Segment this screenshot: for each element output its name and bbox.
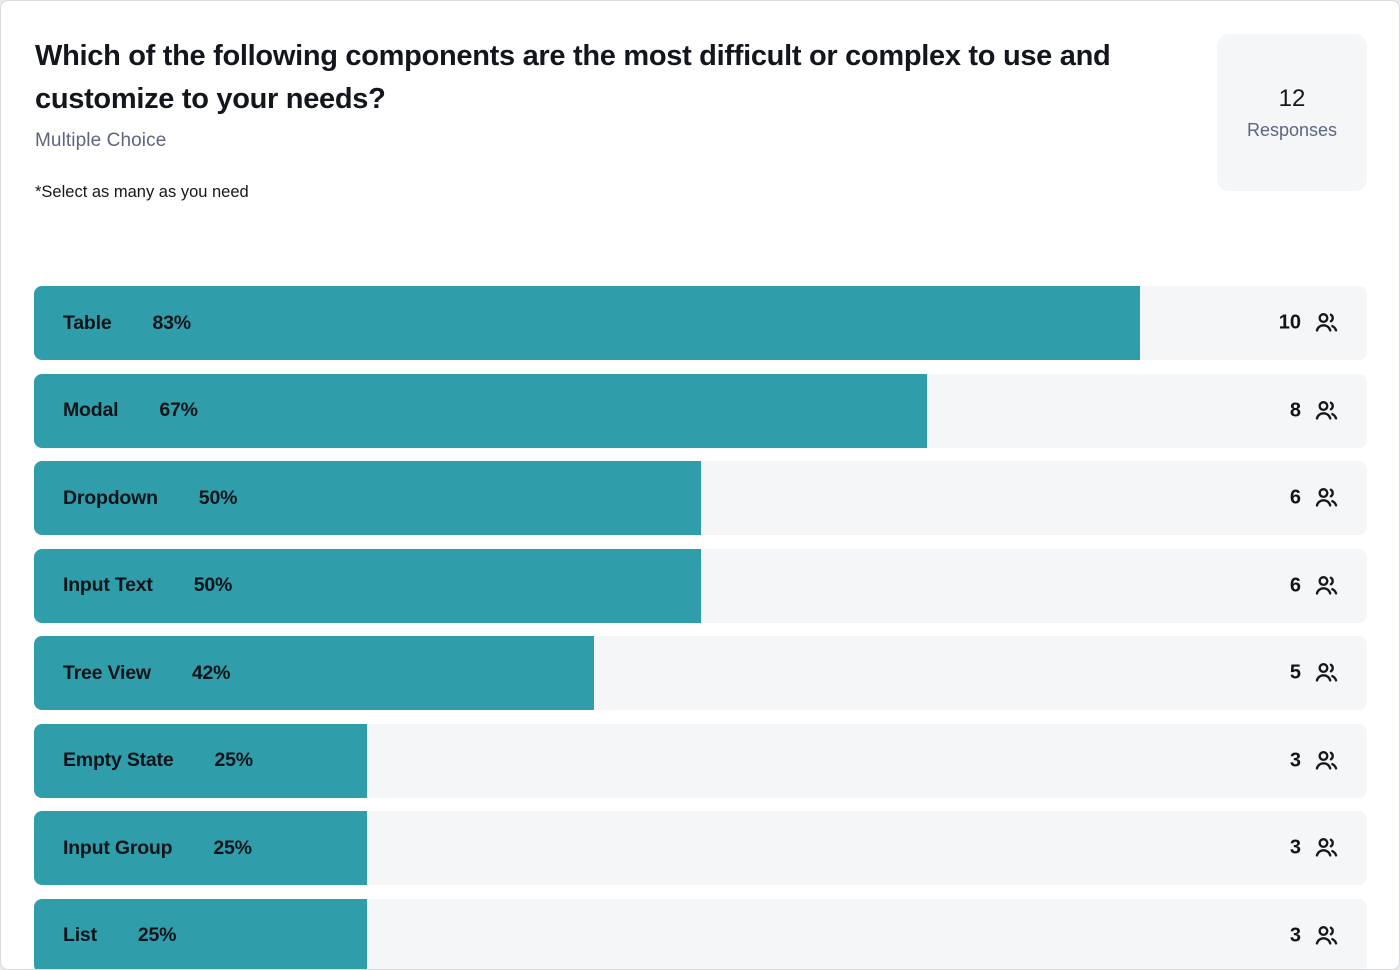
question-header: Which of the following components are th…: [35, 35, 1199, 202]
question-title: Which of the following components are th…: [35, 40, 1111, 115]
question-note: *Select as many as you need: [35, 183, 249, 201]
bar-tree-view: Tree View 42%: [34, 636, 594, 710]
bar-list: List 25%: [34, 898, 368, 969]
response-count: 5: [1290, 660, 1340, 687]
response-count-number: 6: [1289, 486, 1301, 509]
chart-row-list: List 25% 3: [34, 898, 1367, 969]
chart-row-input-group: Input Group 25% 3: [34, 811, 1367, 885]
bar-percent-label: 42%: [191, 661, 231, 684]
question-type-label: Multiple Choice: [35, 130, 167, 151]
bar-empty-state: Empty State 25%: [34, 723, 368, 798]
bar-input-group: Input Group 25%: [34, 811, 368, 885]
bar-percent-label: 67%: [159, 399, 198, 421]
chart-row-empty-state: Empty State 25% 3: [34, 723, 1367, 798]
response-count: 10: [1279, 310, 1340, 337]
bar-chart: Table 83% 10 Modal 67% 8 Dropdown 50%: [34, 286, 1367, 969]
users-icon: [1315, 838, 1338, 857]
bar-category-label: Modal: [63, 399, 119, 421]
response-count: 3: [1290, 922, 1340, 949]
chart-row-table: Table 83% 10: [34, 286, 1367, 360]
response-count-number: 3: [1289, 924, 1301, 946]
bar-percent-label: 25%: [213, 836, 252, 859]
response-count-number: 5: [1289, 661, 1301, 684]
bar-percent-label: 50%: [198, 486, 238, 509]
bar-category-label: Tree View: [63, 661, 151, 684]
response-count-number: 3: [1289, 749, 1301, 771]
bar-category-label: Table: [63, 311, 112, 334]
users-icon: [1315, 400, 1338, 420]
bar-category-label: List: [63, 924, 97, 946]
chart-row-input-text: Input Text 50% 6: [34, 548, 1367, 623]
bar-percent-label: 83%: [152, 311, 191, 334]
users-icon: [1315, 488, 1338, 507]
bar-modal: Modal 67%: [34, 373, 928, 448]
responses-summary-panel: 12 Responses: [1217, 34, 1367, 191]
bar-category-label: Input Text: [63, 574, 153, 596]
users-icon: [1315, 575, 1338, 595]
chart-row-dropdown: Dropdown 50% 6: [34, 461, 1367, 535]
bar-category-label: Input Group: [63, 836, 173, 859]
response-count: 3: [1290, 747, 1340, 774]
response-count-number: 10: [1278, 311, 1301, 334]
users-icon: [1315, 663, 1338, 682]
response-count: 6: [1290, 485, 1340, 512]
response-count: 6: [1290, 572, 1340, 599]
chart-row-tree-view: Tree View 42% 5: [34, 636, 1367, 710]
chart-row-modal: Modal 67% 8: [34, 373, 1367, 448]
bar-category-label: Dropdown: [63, 486, 158, 509]
response-count: 3: [1290, 835, 1340, 862]
bar-table: Table 83%: [34, 286, 1141, 360]
users-icon: [1315, 313, 1338, 332]
response-count-number: 8: [1289, 399, 1301, 421]
responses-label: Responses: [1246, 119, 1338, 140]
response-count: 8: [1290, 397, 1340, 424]
bar-dropdown: Dropdown 50%: [34, 461, 701, 535]
bar-percent-label: 25%: [137, 924, 177, 946]
bar-category-label: Empty State: [63, 749, 174, 771]
responses-count: 12: [1278, 84, 1306, 112]
bar-percent-label: 50%: [193, 574, 233, 596]
bar-percent-label: 25%: [214, 749, 254, 771]
response-count-number: 3: [1289, 836, 1301, 859]
users-icon: [1315, 925, 1338, 945]
bar-input-text: Input Text 50%: [34, 548, 701, 623]
response-count-number: 6: [1289, 574, 1301, 596]
users-icon: [1315, 750, 1338, 770]
